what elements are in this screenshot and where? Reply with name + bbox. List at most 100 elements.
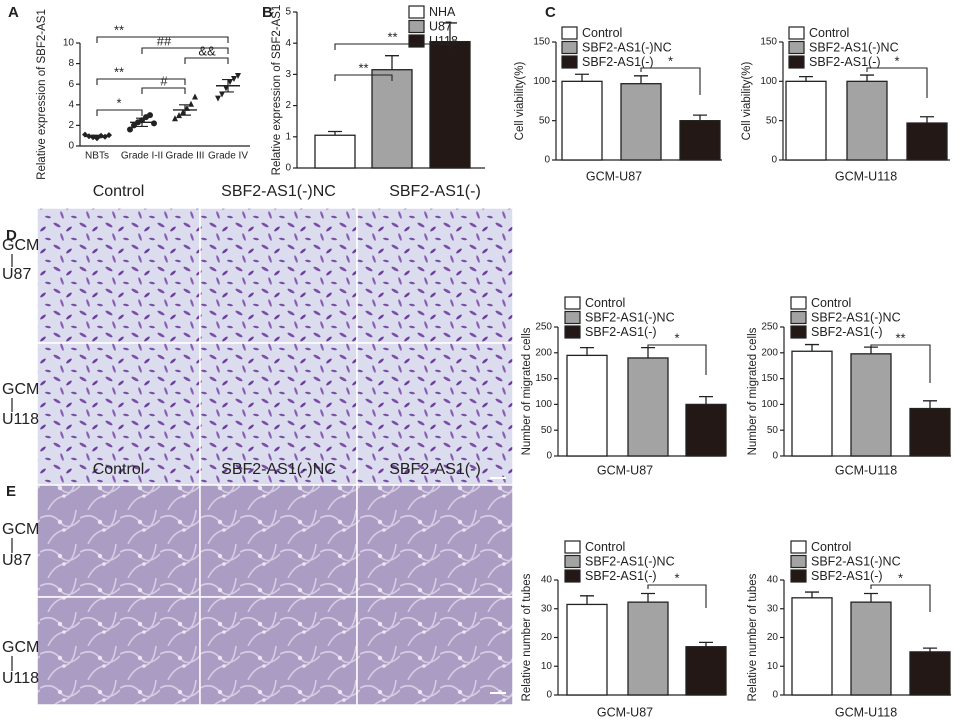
y-tick-label: 50 xyxy=(767,425,779,436)
bar xyxy=(909,407,951,457)
legend-label: SBF2-AS1(-)NC xyxy=(585,310,675,324)
y-tick-label: 10 xyxy=(541,661,553,672)
bar xyxy=(627,601,669,696)
bar xyxy=(850,353,892,457)
significance-bracket xyxy=(334,74,393,81)
x-tick-label: Grade IV xyxy=(208,151,248,162)
y-tick-label: 200 xyxy=(535,347,552,358)
data-point xyxy=(235,72,241,79)
panel-label: E xyxy=(6,483,16,500)
legend-label: SBF2-AS1(-) xyxy=(811,569,883,583)
bar xyxy=(791,350,833,457)
bar xyxy=(429,40,471,169)
legend-swatch xyxy=(790,310,807,325)
error-bar xyxy=(634,75,648,84)
row-label: GCM xyxy=(2,639,39,656)
data-point xyxy=(147,112,153,119)
column-label: SBF2-AS1(-) xyxy=(389,461,481,478)
error-bar xyxy=(641,592,655,603)
error-bar xyxy=(864,592,878,603)
column-label: SBF2-AS1(-)NC xyxy=(221,183,336,200)
significance-label: ** xyxy=(114,22,124,37)
significance-label: ** xyxy=(114,64,124,79)
y-tick-label: 4 xyxy=(285,38,291,49)
legend-label: SBF2-AS1(-)NC xyxy=(585,554,675,568)
micrograph-image xyxy=(199,484,358,598)
legend-swatch xyxy=(408,5,425,19)
y-tick-label: 0 xyxy=(772,690,778,701)
y-tick-label: 4 xyxy=(68,99,74,110)
bar xyxy=(566,603,608,696)
y-axis-label: Relative expression of SBF2-AS1 xyxy=(271,5,283,176)
bar xyxy=(846,80,888,161)
significance-label: ## xyxy=(157,33,172,48)
legend-swatch xyxy=(790,296,807,310)
y-axis-label: Number of migrated cells xyxy=(747,327,759,455)
significance-bracket xyxy=(866,67,928,98)
significance-bracket xyxy=(647,584,707,608)
micrograph-image xyxy=(36,484,201,598)
significance-label: ** xyxy=(895,330,905,345)
legend-label: SBF2-AS1(-) xyxy=(585,325,657,339)
legend-swatch xyxy=(561,26,578,40)
y-tick-label: 0 xyxy=(285,163,291,174)
legend-label: SBF2-AS1(-) xyxy=(585,569,657,583)
significance-bracket xyxy=(870,344,931,383)
row-label: U87 xyxy=(2,266,31,283)
y-tick-label: 150 xyxy=(761,373,778,384)
legend-label: Control xyxy=(811,296,851,310)
y-tick-label: 30 xyxy=(767,603,779,614)
y-tick-label: 0 xyxy=(546,690,552,701)
legend-swatch xyxy=(561,40,578,55)
legend-label: SBF2-AS1(-) xyxy=(582,55,654,69)
x-tick-label: Grade I-II xyxy=(121,151,163,162)
legend-label: Control xyxy=(585,540,625,554)
legend-swatch xyxy=(564,310,581,325)
legend-swatch xyxy=(790,554,807,569)
micrograph-image xyxy=(199,207,358,344)
x-axis-label: GCM-U118 xyxy=(835,705,897,719)
micrograph-image xyxy=(356,342,514,491)
legend-swatch xyxy=(564,554,581,569)
significance-label: ** xyxy=(358,60,368,75)
error-bar xyxy=(799,75,813,82)
bar xyxy=(850,601,892,696)
y-tick-label: 2 xyxy=(68,120,74,131)
bar xyxy=(620,83,662,161)
x-axis-label: GCM-U118 xyxy=(835,169,897,183)
row-label: GCM xyxy=(2,521,39,538)
data-point xyxy=(151,120,157,127)
legend-label: SBF2-AS1(-)NC xyxy=(809,40,899,54)
error-bar xyxy=(860,74,874,82)
y-tick-label: 50 xyxy=(766,115,778,126)
legend-swatch xyxy=(790,325,807,339)
column-label: SBF2-AS1(-)NC xyxy=(221,461,336,478)
bar xyxy=(909,651,951,696)
error-bar xyxy=(805,591,819,598)
error-bar xyxy=(91,134,103,138)
significance-bracket xyxy=(96,109,143,116)
y-tick-label: 0 xyxy=(546,451,552,462)
data-point xyxy=(188,100,194,107)
y-tick-label: 100 xyxy=(761,399,778,410)
x-tick-label: NBTs xyxy=(85,151,109,162)
column-label: SBF2-AS1(-) xyxy=(389,183,481,200)
row-label: GCM xyxy=(2,237,39,254)
y-tick-label: 6 xyxy=(68,79,74,90)
error-bar xyxy=(575,73,589,82)
bar xyxy=(685,646,727,696)
y-tick-label: 150 xyxy=(760,37,777,48)
y-tick-label: 0 xyxy=(68,141,74,152)
y-tick-label: 150 xyxy=(533,37,550,48)
legend-label: SBF2-AS1(-) xyxy=(809,55,881,69)
significance-bracket xyxy=(96,36,229,43)
x-axis-label: GCM-U87 xyxy=(586,169,642,183)
y-tick-label: 0 xyxy=(771,155,777,166)
y-tick-label: 100 xyxy=(533,76,550,87)
y-axis-label: Number of migrated cells xyxy=(521,327,533,455)
micrograph-image xyxy=(199,596,358,706)
y-tick-label: 1 xyxy=(285,131,291,142)
error-bar xyxy=(580,346,594,356)
column-label: Control xyxy=(93,183,145,200)
